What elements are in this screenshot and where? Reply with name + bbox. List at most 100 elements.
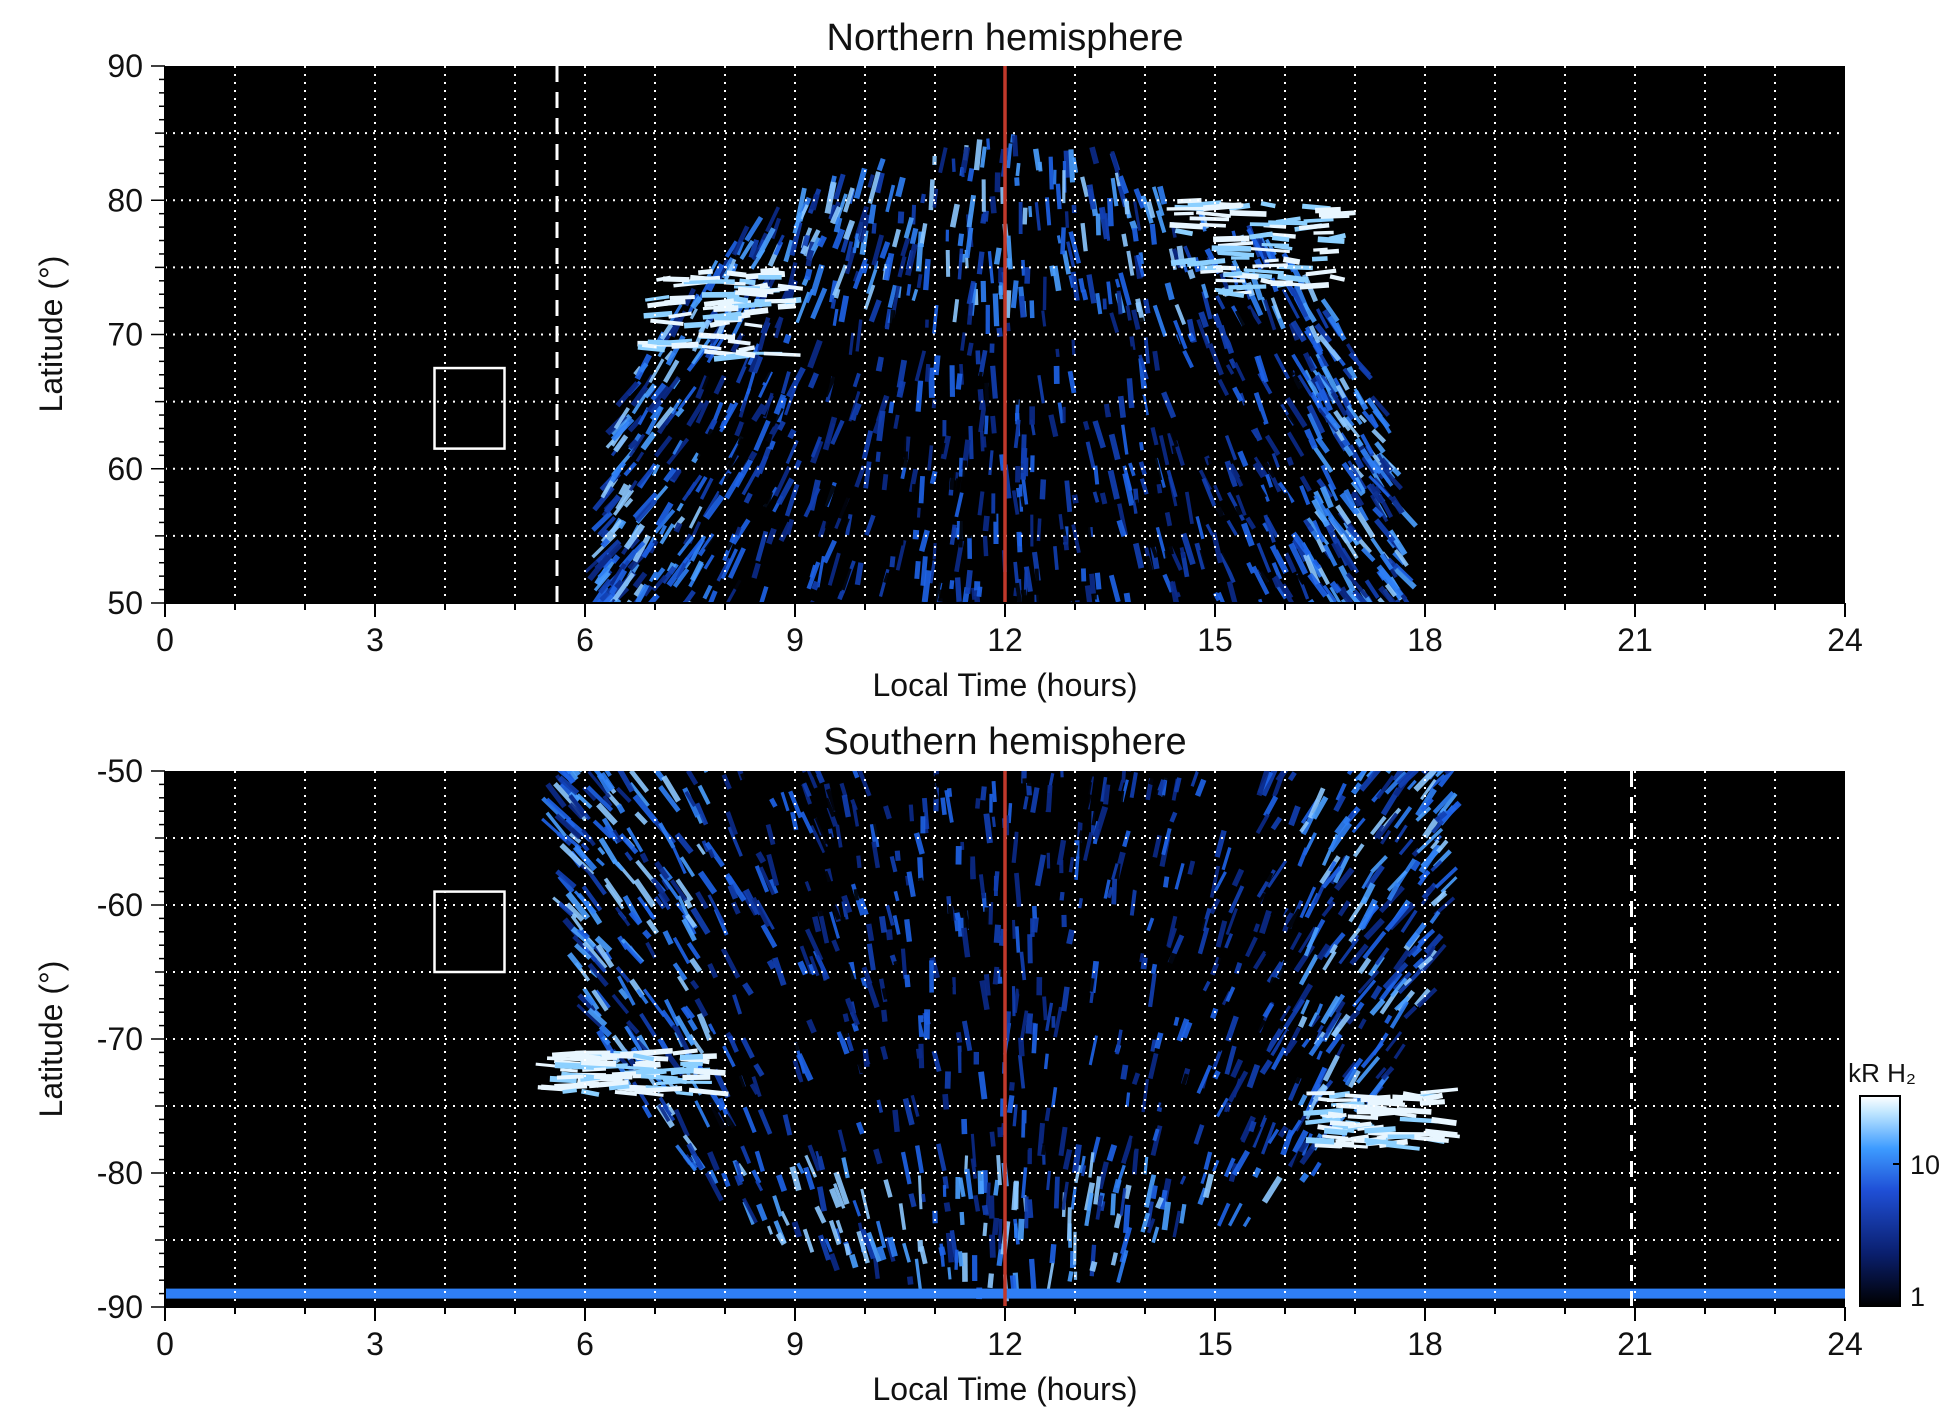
emission-streak — [995, 1218, 997, 1235]
emission-streak — [1057, 349, 1058, 357]
emission-streak — [997, 1036, 998, 1067]
emission-streak — [1070, 410, 1072, 426]
emission-streak — [685, 602, 691, 617]
emission-streak — [1077, 941, 1079, 964]
emission-streak — [769, 961, 773, 969]
bright-arc-streak — [1215, 280, 1245, 281]
emission-streak — [1177, 891, 1180, 901]
emission-streak — [1029, 1199, 1030, 1217]
bright-arc-streak — [644, 314, 673, 316]
emission-streak — [936, 355, 938, 375]
bright-arc-streak — [1364, 1129, 1395, 1131]
emission-streak — [1126, 1185, 1129, 1198]
emission-streak — [895, 1110, 897, 1132]
emission-streak — [952, 459, 955, 490]
emission-streak — [1210, 458, 1212, 467]
y-tick-label: -50 — [97, 753, 143, 789]
emission-streak — [1043, 1144, 1044, 1155]
emission-streak — [1073, 340, 1074, 355]
emission-streak — [960, 1046, 961, 1073]
emission-streak — [1029, 777, 1030, 786]
emission-streak — [1000, 286, 1001, 300]
emission-streak — [917, 561, 918, 579]
emission-streak — [891, 1118, 893, 1150]
emission-streak — [958, 577, 960, 601]
emission-streak — [1030, 206, 1031, 217]
bright-arc-streak — [1334, 1145, 1368, 1147]
emission-streak — [889, 929, 890, 939]
emission-streak — [1038, 449, 1039, 477]
emission-streak — [859, 601, 864, 634]
emission-streak — [1037, 569, 1039, 603]
emission-streak — [1097, 573, 1099, 590]
emission-streak — [866, 841, 869, 871]
emission-streak — [1127, 593, 1131, 616]
emission-streak — [1000, 1219, 1001, 1249]
emission-streak — [1016, 379, 1018, 404]
bright-arc-streak — [615, 1092, 637, 1094]
bright-arc-streak — [1286, 284, 1314, 286]
emission-streak — [1070, 601, 1074, 621]
bright-arc-streak — [727, 273, 746, 275]
emission-streak — [984, 1223, 985, 1236]
emission-streak — [941, 590, 942, 602]
emission-streak — [964, 460, 966, 490]
emission-streak — [1302, 1174, 1307, 1181]
emission-streak — [1123, 766, 1124, 783]
emission-streak — [938, 774, 939, 786]
emission-streak — [1134, 795, 1136, 809]
emission-streak — [954, 299, 957, 322]
emission-streak — [1034, 1023, 1036, 1053]
emission-streak — [1058, 184, 1060, 209]
y-tick-label: 90 — [107, 48, 143, 84]
emission-streak — [857, 563, 861, 585]
emission-streak — [982, 431, 983, 451]
emission-streak — [995, 1180, 997, 1195]
emission-streak — [1165, 770, 1168, 780]
emission-streak — [1076, 857, 1078, 880]
emission-streak — [934, 189, 936, 208]
emission-streak — [898, 351, 900, 366]
emission-streak — [1009, 803, 1010, 823]
emission-streak — [968, 570, 970, 594]
emission-streak — [913, 205, 914, 225]
bright-arc-streak — [541, 1087, 564, 1089]
emission-streak — [1069, 1207, 1070, 1240]
emission-streak — [1102, 493, 1105, 504]
emission-streak — [923, 1194, 924, 1202]
colorbar-gradient — [1860, 1096, 1900, 1306]
emission-streak — [939, 598, 940, 622]
emission-streak — [1187, 592, 1190, 601]
bright-arc-streak — [1313, 233, 1333, 234]
emission-streak — [1034, 906, 1035, 919]
emission-streak — [1056, 1177, 1057, 1209]
emission-streak — [1044, 776, 1046, 810]
emission-streak — [766, 434, 769, 446]
bright-arc-streak — [1262, 245, 1289, 246]
emission-streak — [1065, 536, 1066, 551]
emission-streak — [1135, 918, 1136, 927]
emission-streak — [1008, 236, 1010, 270]
emission-streak — [915, 782, 917, 795]
emission-streak — [810, 858, 813, 871]
emission-streak — [1156, 876, 1158, 890]
emission-streak — [567, 753, 582, 771]
emission-streak — [1152, 224, 1154, 245]
emission-streak — [1096, 766, 1098, 774]
emission-streak — [737, 1175, 741, 1185]
bright-arc-streak — [1319, 213, 1356, 215]
bright-arc-streak — [1306, 1093, 1334, 1094]
emission-streak — [945, 1094, 946, 1109]
emission-streak — [1226, 1103, 1228, 1113]
emission-streak — [705, 320, 708, 328]
emission-streak — [809, 1124, 811, 1132]
bright-arc-streak — [1190, 218, 1229, 219]
emission-streak — [947, 1203, 948, 1212]
x-tick-label: 9 — [786, 1326, 804, 1362]
bright-arc-streak — [1213, 238, 1249, 239]
x-axis-label-north: Local Time (hours) — [873, 667, 1138, 703]
panel-title-south: Southern hemisphere — [823, 721, 1186, 763]
x-tick-label: 12 — [987, 622, 1023, 658]
y-tick-label: -60 — [97, 887, 143, 923]
bright-arc-streak — [563, 1090, 577, 1092]
